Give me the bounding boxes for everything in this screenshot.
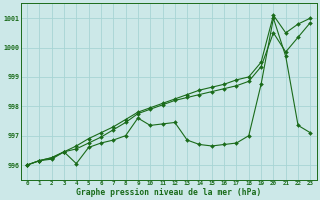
X-axis label: Graphe pression niveau de la mer (hPa): Graphe pression niveau de la mer (hPa) bbox=[76, 188, 261, 197]
